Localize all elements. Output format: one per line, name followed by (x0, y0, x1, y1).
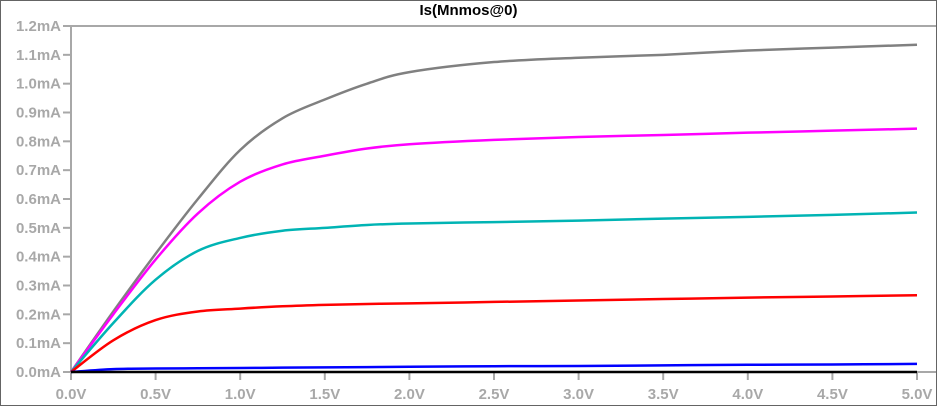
y-tick-label: 0.4mA (16, 249, 61, 266)
y-tick-label: 0.7mA (16, 162, 61, 179)
x-tick-label: 4.5V (817, 386, 848, 403)
x-tick-label: 0.5V (140, 386, 171, 403)
x-tick-label: 4.0V (732, 386, 763, 403)
y-tick-label: 0.1mA (16, 335, 61, 352)
y-tick-label: 0.8mA (16, 133, 61, 150)
series-line-3 (70, 294, 918, 373)
y-tick-label: 1.0mA (16, 76, 61, 93)
chart-title: Is(Mnmos@0) (419, 2, 518, 19)
series-line-0 (69, 43, 918, 373)
y-tick-label: 0.6mA (16, 191, 61, 208)
y-tick-label: 0.0mA (16, 364, 61, 381)
series-line-4 (70, 362, 918, 374)
series-line-1 (69, 127, 918, 373)
x-tick-label: 3.5V (648, 386, 679, 403)
y-tick-label: 0.2mA (16, 306, 61, 323)
y-tick-label: 0.5mA (16, 220, 61, 237)
x-tick-label: 2.5V (479, 386, 510, 403)
series-line-2 (70, 211, 918, 373)
x-tick-label: 3.0V (563, 386, 594, 403)
y-tick-label: 0.9mA (16, 105, 61, 122)
x-tick-label: 0.0V (56, 386, 87, 403)
x-tick-label: 1.0V (225, 386, 256, 403)
y-tick-label: 0.3mA (16, 278, 61, 295)
x-tick-label: 2.0V (394, 386, 425, 403)
x-tick-label: 5.0V (902, 386, 933, 403)
x-tick-label: 1.5V (309, 386, 340, 403)
y-tick-label: 1.2mA (16, 18, 61, 35)
y-tick-label: 1.1mA (16, 47, 61, 64)
